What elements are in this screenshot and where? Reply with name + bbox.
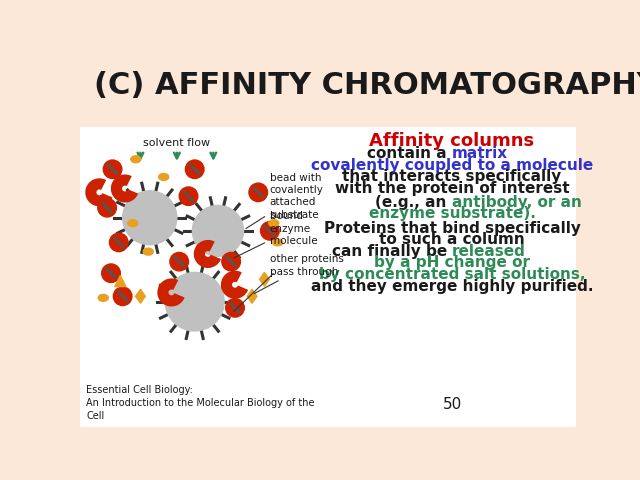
Circle shape xyxy=(222,252,241,271)
Text: contain a: contain a xyxy=(367,146,452,161)
Text: bead with
covalently
attached
substrate: bead with covalently attached substrate xyxy=(246,173,324,228)
Ellipse shape xyxy=(269,220,279,227)
Text: enzyme substrate).: enzyme substrate). xyxy=(369,206,536,221)
Polygon shape xyxy=(115,276,126,287)
Text: bound
enzyme
molecule: bound enzyme molecule xyxy=(234,211,317,258)
Ellipse shape xyxy=(143,248,153,255)
Circle shape xyxy=(179,187,198,205)
Polygon shape xyxy=(247,289,257,303)
Text: by concentrated salt solutions,: by concentrated salt solutions, xyxy=(319,267,585,282)
Ellipse shape xyxy=(131,156,141,163)
Circle shape xyxy=(102,264,120,282)
Circle shape xyxy=(260,222,279,240)
Text: (C) AFFINITY CHROMATOGRAPHY: (C) AFFINITY CHROMATOGRAPHY xyxy=(94,72,640,100)
Text: Essential Cell Biology:
An Introduction to the Molecular Biology of the
Cell: Essential Cell Biology: An Introduction … xyxy=(86,385,315,421)
Text: covalently coupled to a molecule: covalently coupled to a molecule xyxy=(311,158,593,173)
Text: to such a column: to such a column xyxy=(379,232,525,247)
Text: that interacts specifically: that interacts specifically xyxy=(342,169,562,184)
Text: other proteins
pass through: other proteins pass through xyxy=(255,254,344,293)
Circle shape xyxy=(249,183,268,202)
Text: can finally be: can finally be xyxy=(332,244,452,259)
Text: 50: 50 xyxy=(442,397,461,412)
Text: antibody, or an: antibody, or an xyxy=(452,195,582,210)
Circle shape xyxy=(98,199,116,217)
Text: Affinity columns: Affinity columns xyxy=(369,132,534,150)
Circle shape xyxy=(109,233,128,252)
Polygon shape xyxy=(260,273,269,286)
Ellipse shape xyxy=(98,294,108,301)
Text: matrix: matrix xyxy=(452,146,508,161)
Text: released: released xyxy=(452,244,526,259)
Circle shape xyxy=(170,252,189,271)
Circle shape xyxy=(113,287,132,306)
Ellipse shape xyxy=(273,239,283,246)
Circle shape xyxy=(165,273,224,331)
FancyBboxPatch shape xyxy=(80,127,576,427)
Circle shape xyxy=(193,205,244,256)
Circle shape xyxy=(186,160,204,179)
Circle shape xyxy=(103,160,122,179)
Text: solvent flow: solvent flow xyxy=(143,138,211,148)
Polygon shape xyxy=(136,289,145,303)
Text: by a pH change or: by a pH change or xyxy=(374,255,530,271)
Circle shape xyxy=(123,191,177,245)
Text: (e.g., an: (e.g., an xyxy=(376,195,452,210)
Ellipse shape xyxy=(159,173,169,180)
Text: with the protein of interest: with the protein of interest xyxy=(335,181,570,196)
Circle shape xyxy=(226,299,244,317)
Text: and they emerge highly purified.: and they emerge highly purified. xyxy=(311,278,593,294)
Ellipse shape xyxy=(127,220,138,227)
FancyBboxPatch shape xyxy=(80,58,576,127)
Text: Proteins that bind specifically: Proteins that bind specifically xyxy=(324,221,580,236)
